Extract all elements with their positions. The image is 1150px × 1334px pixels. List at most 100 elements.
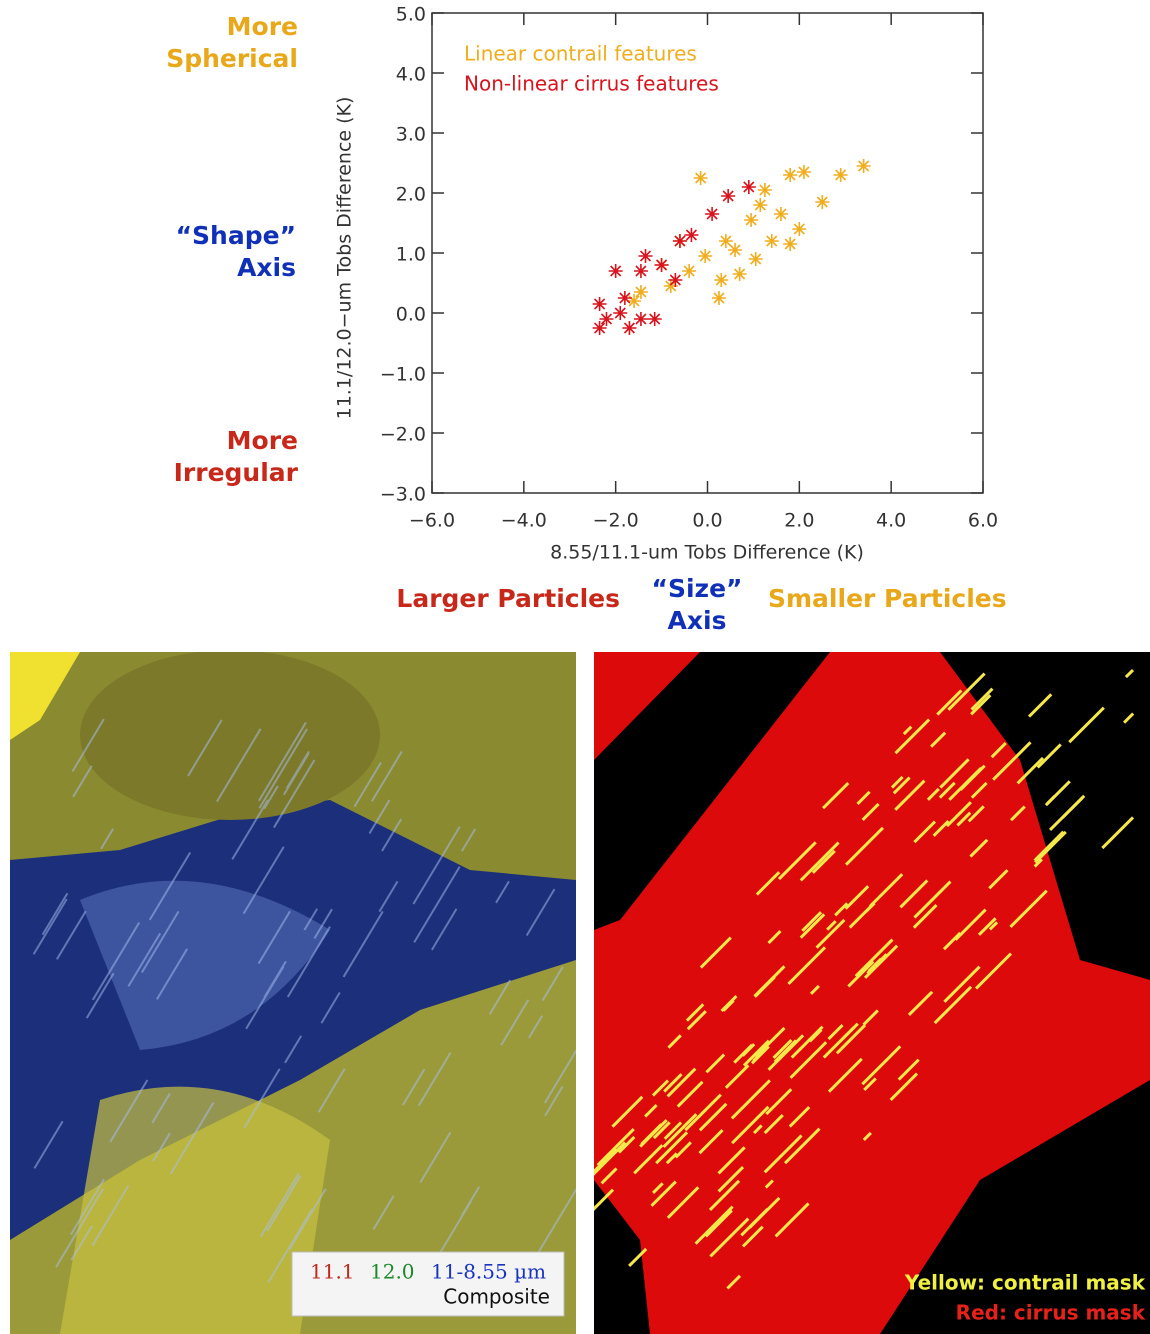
streak [500, 999, 530, 1046]
scatter: −6.0 −4.0 −2.0 0.0 2.0 4.0 6.0 −3.0 −2.0 −1.0 0.0 1… [166, 4, 1006, 636]
streak [936, 689, 963, 716]
streak [933, 985, 973, 1025]
streak [600, 1167, 618, 1185]
streak [371, 750, 403, 802]
point [741, 180, 756, 194]
streak [932, 819, 950, 837]
point [599, 312, 614, 326]
streak [845, 826, 885, 866]
streak [412, 826, 461, 905]
y-tick-label: −3.0 [380, 484, 426, 506]
streak [258, 721, 307, 802]
streak [717, 1146, 746, 1175]
axis-annotation: More [227, 426, 298, 455]
streak [726, 1274, 742, 1290]
point [633, 264, 648, 278]
streak [273, 759, 316, 829]
streak [353, 761, 382, 808]
streak [1036, 743, 1062, 769]
streak [639, 1118, 668, 1148]
streak [705, 1053, 726, 1074]
streak [594, 1141, 627, 1176]
streak [151, 1092, 171, 1124]
streak [1009, 805, 1026, 822]
streak [822, 1025, 856, 1059]
point [815, 195, 830, 209]
streak [790, 1025, 824, 1059]
streak [861, 802, 880, 821]
point [705, 207, 720, 221]
point [684, 228, 699, 242]
streak [990, 742, 1007, 759]
point [617, 291, 632, 305]
axis-annotation: “Shape” [176, 221, 296, 250]
streak [127, 932, 162, 987]
streak [663, 1073, 683, 1093]
point [682, 264, 697, 278]
streak [704, 1209, 733, 1238]
streak [401, 1068, 426, 1106]
streak [317, 1068, 346, 1113]
streak [956, 811, 972, 827]
streak [652, 1121, 671, 1140]
streak [863, 944, 899, 979]
streak [834, 902, 849, 917]
streak [799, 913, 826, 939]
streak [765, 1088, 793, 1116]
point [647, 312, 662, 326]
streak [889, 1072, 919, 1102]
y-axis-label: 11.1/12.0−um Tobs Difference (K) [334, 97, 356, 420]
streak [528, 1015, 544, 1039]
point [638, 249, 653, 263]
streak [245, 966, 285, 1030]
streak [863, 1077, 877, 1092]
streak [33, 1120, 64, 1169]
x-tick-label: 2.0 [784, 510, 814, 532]
streak [611, 1095, 644, 1128]
streak [532, 1188, 576, 1262]
streak [1009, 889, 1048, 929]
streak [912, 904, 938, 929]
streak [378, 880, 399, 913]
streak [815, 918, 846, 949]
streak [868, 873, 904, 908]
point [633, 285, 648, 299]
streak [945, 801, 972, 828]
streak [750, 1045, 770, 1065]
streak [988, 869, 1009, 890]
streak [698, 1129, 724, 1155]
streak [1044, 780, 1071, 807]
streak [913, 820, 937, 844]
streak [674, 1141, 692, 1159]
streak [283, 752, 310, 796]
streak [1016, 756, 1045, 785]
point [783, 237, 798, 251]
composite-caption: Composite [443, 1285, 550, 1309]
streak [596, 1128, 635, 1167]
streak [847, 960, 875, 988]
streak [70, 1225, 93, 1261]
streak [666, 1186, 700, 1219]
streak [822, 781, 850, 810]
point [592, 297, 607, 311]
point [757, 183, 772, 197]
streak [109, 1079, 149, 1143]
streak [85, 972, 115, 1019]
streak [1033, 830, 1065, 862]
streak [890, 775, 904, 789]
streak [741, 1043, 756, 1057]
streak [970, 781, 988, 799]
x-tick-label: −4.0 [501, 510, 547, 532]
streak [594, 1204, 595, 1206]
streak [970, 694, 992, 716]
streak [667, 1034, 682, 1049]
streak [763, 1134, 803, 1174]
streak [902, 725, 913, 736]
streak [257, 910, 291, 965]
streak [844, 885, 870, 910]
streak [892, 776, 911, 795]
streak [381, 818, 403, 852]
streak [32, 898, 68, 955]
point [748, 252, 763, 266]
streak [774, 1202, 810, 1238]
